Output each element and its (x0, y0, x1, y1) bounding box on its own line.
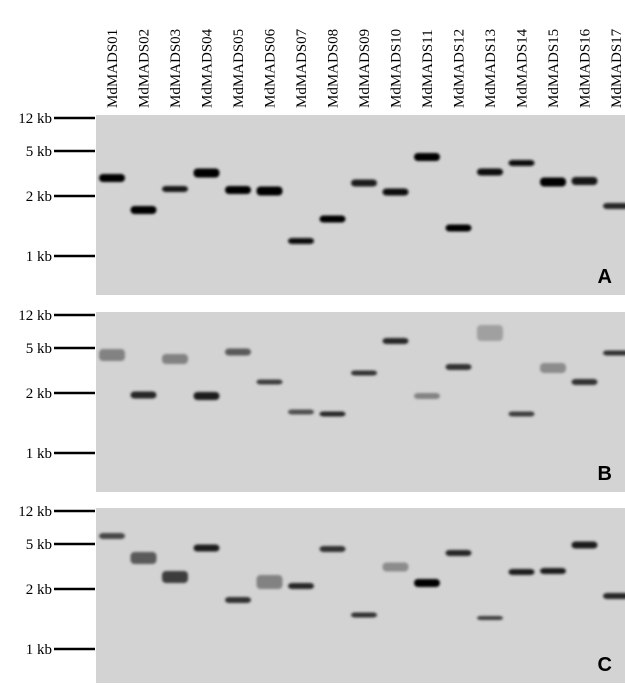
gel-band (603, 203, 625, 209)
lane-label: MdMADS13 (483, 29, 499, 108)
lane-label: MdMADS04 (200, 28, 216, 108)
lane-label: MdMADS14 (515, 28, 531, 108)
lane-label: MdMADS01 (105, 29, 121, 108)
gel-band (288, 409, 314, 415)
marker-label: 12 kb (18, 504, 52, 520)
gel-band (382, 338, 409, 344)
gel-band (256, 379, 283, 385)
lane-label: MdMADS05 (231, 29, 247, 108)
marker-label: 1 kb (26, 642, 52, 658)
panel-label: C (598, 654, 612, 676)
gel-band (193, 544, 220, 552)
gel-band (130, 206, 157, 214)
gel-band (351, 179, 377, 187)
marker-label: 1 kb (26, 446, 52, 462)
lane-label: MdMADS03 (168, 29, 184, 108)
gel-band (99, 533, 125, 539)
gel-band (288, 583, 314, 589)
gel-panel (96, 115, 625, 295)
lane-label: MdMADS16 (578, 28, 594, 108)
marker-label: 2 kb (26, 386, 52, 402)
marker-label: 2 kb (26, 582, 52, 598)
marker-label: 12 kb (18, 111, 52, 127)
gel-band (351, 370, 377, 376)
gel-band (508, 160, 535, 166)
gel-band (225, 186, 251, 194)
marker-label: 5 kb (26, 537, 52, 553)
gel-band (193, 168, 220, 178)
gel-band (445, 364, 472, 370)
gel-band (162, 571, 188, 583)
gel-band (414, 153, 440, 161)
lane-label: MdMADS07 (294, 28, 310, 108)
gel-band (99, 349, 125, 361)
lane-label: MdMADS06 (263, 28, 279, 108)
lane-label: MdMADS10 (389, 29, 405, 108)
lane-label: MdMADS02 (137, 29, 153, 108)
gel-band (382, 562, 409, 572)
lane-label: MdMADS12 (452, 29, 468, 108)
gel-band (256, 186, 283, 196)
gel-band (477, 168, 503, 176)
gel-band (162, 186, 188, 192)
marker-label: 12 kb (18, 308, 52, 324)
gel-band (571, 177, 598, 185)
gel-band (508, 411, 535, 417)
gel-band (319, 215, 346, 223)
gel-panel (96, 508, 625, 683)
gel-band (445, 224, 472, 232)
gel-band (571, 379, 598, 385)
marker-label: 5 kb (26, 144, 52, 160)
gel-band (414, 393, 440, 399)
gel-band (477, 616, 503, 620)
gel-band (319, 411, 346, 417)
gel-band (162, 354, 188, 364)
panel-label: A (598, 266, 612, 288)
lane-label: MdMADS09 (357, 29, 373, 108)
gel-band (603, 350, 625, 356)
gel-band (319, 546, 346, 552)
gel-band (571, 541, 598, 549)
gel-band (540, 363, 566, 373)
gel-band (445, 550, 472, 556)
marker-label: 1 kb (26, 249, 52, 265)
marker-label: 5 kb (26, 341, 52, 357)
gel-band (540, 177, 566, 187)
panel-label: B (598, 463, 612, 485)
gel-band (508, 569, 535, 575)
gel-band (99, 174, 125, 182)
gel-band (225, 348, 251, 356)
gel-band (193, 392, 220, 400)
gel-band (256, 575, 283, 589)
lane-label: MdMADS17 (609, 28, 625, 108)
gel-band (477, 325, 503, 341)
marker-label: 2 kb (26, 189, 52, 205)
gel-band (288, 238, 314, 244)
gel-band (351, 612, 377, 618)
gel-panel (96, 312, 625, 492)
gel-band (603, 593, 625, 599)
gel-band (540, 568, 566, 574)
lane-label: MdMADS11 (420, 29, 436, 108)
gel-band (414, 579, 440, 587)
gel-band (225, 597, 251, 603)
gel-band (130, 552, 157, 564)
lane-label: MdMADS08 (326, 29, 342, 108)
gel-band (130, 391, 157, 399)
gel-band (382, 188, 409, 196)
lane-label: MdMADS15 (546, 29, 562, 108)
